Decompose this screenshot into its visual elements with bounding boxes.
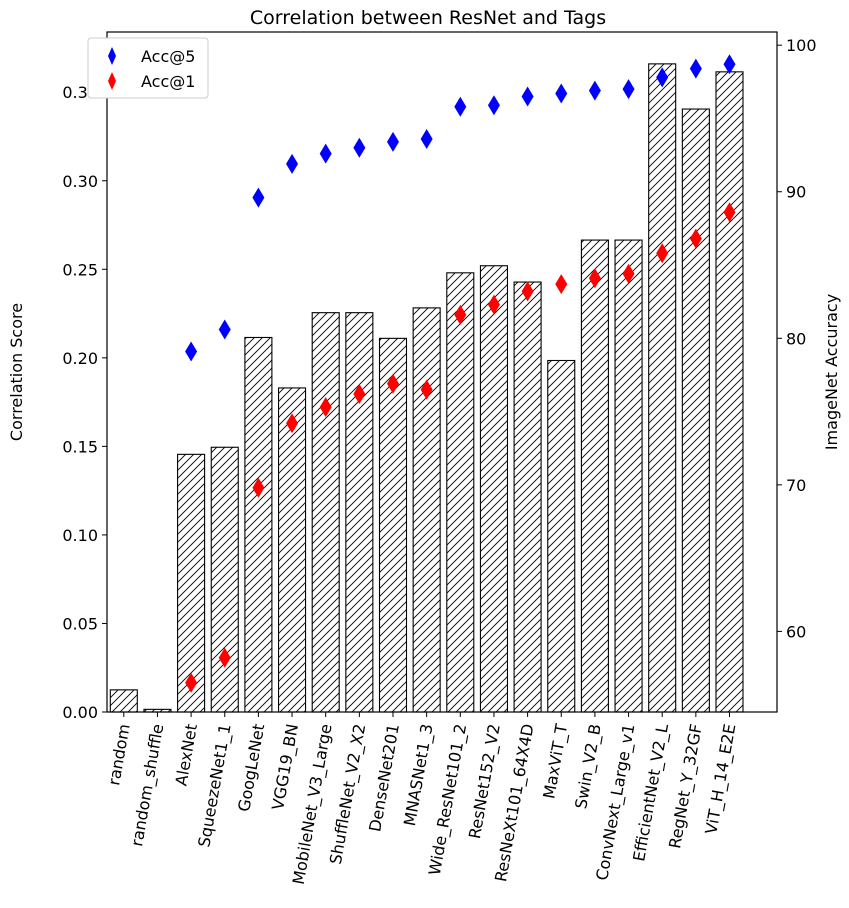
- y2-tick-label: 80: [786, 329, 806, 348]
- chart-title: Correlation between ResNet and Tags: [250, 7, 606, 29]
- marker-acc1-vit-h-14-e2e: [723, 202, 736, 223]
- marker-acc1-shufflenet-v2-x2: [353, 383, 366, 404]
- marker-acc5-alexnet: [185, 341, 198, 362]
- x-tick-label: AlexNet: [171, 722, 201, 787]
- bar-shufflenet-v2-x2: [345, 312, 374, 713]
- legend-marker-acc1: [108, 72, 116, 90]
- marker-acc1-convnext-large-v1: [622, 263, 635, 284]
- y2-tick-label: 100: [786, 36, 817, 55]
- marker-acc5-wide-resnet101-2: [454, 96, 467, 117]
- marker-acc1-swin-v2-b: [588, 268, 601, 289]
- y2-axis-label: ImageNet Accuracy: [822, 294, 841, 450]
- legend-label-acc5: Acc@5: [141, 47, 195, 66]
- bar-series: [109, 63, 744, 713]
- marker-acc1-regnet-y-32gf: [689, 228, 702, 249]
- marker-acc5-googlenet: [252, 187, 265, 208]
- y-axis-label: Correlation Score: [7, 303, 26, 441]
- marker-acc1-densenet201: [387, 373, 399, 394]
- x-tick-label: MNASNet1_3: [400, 722, 438, 827]
- bar-maxvit-t: [547, 359, 576, 713]
- marker-acc5-swin-v2-b: [588, 80, 601, 101]
- y-tick-label: 0.00: [62, 703, 98, 722]
- accuracy-markers: [185, 54, 736, 693]
- marker-acc1-mobilenet-v3-large: [319, 397, 332, 418]
- marker-acc5-resnet152-v2: [487, 95, 500, 116]
- marker-acc5-vit-h-14-e2e: [723, 54, 736, 75]
- marker-acc5-mnasnet1-3: [420, 128, 433, 149]
- bar-convnext-large-v1: [614, 239, 643, 713]
- marker-acc5-mobilenet-v3-large: [319, 143, 332, 164]
- bar-wide-resnet101-2: [446, 272, 475, 713]
- y-tick-label: 0.05: [62, 614, 98, 633]
- marker-acc1-resnet152-v2: [487, 294, 500, 315]
- marker-acc1-efficientnet-v2-l: [656, 243, 669, 264]
- x-tick-label: Swin_V2_B: [571, 722, 606, 810]
- x-tick-label: SqueezeNet1_1: [194, 722, 235, 848]
- marker-acc5-squeezenet1-1: [218, 319, 231, 340]
- marker-acc5-resnext101-64x4d: [521, 86, 534, 107]
- marker-acc5-convnext-large-v1: [622, 79, 635, 100]
- y2-tick-label: 90: [786, 183, 806, 202]
- bar-mnasnet1-3: [412, 307, 441, 713]
- x-tick-label: random_shuffle: [127, 722, 168, 848]
- bar-random: [109, 689, 138, 713]
- bar-swin-v2-b: [580, 239, 609, 713]
- bar-regnet-y-32gf: [681, 108, 710, 713]
- x-tick-label: MaxViT_T: [539, 722, 572, 800]
- y-tick-label: 0.20: [62, 349, 98, 368]
- marker-acc1-alexnet: [185, 672, 198, 693]
- y2-tick-label: 70: [786, 476, 806, 495]
- marker-acc1-googlenet: [252, 477, 265, 498]
- plot-frame: [106, 31, 778, 713]
- marker-acc5-shufflenet-v2-x2: [353, 137, 366, 158]
- y-tick-label: 0.30: [62, 172, 98, 191]
- y-tick-label: 0.15: [62, 437, 98, 456]
- marker-acc5-efficientnet-v2-l: [656, 67, 669, 88]
- marker-acc1-maxvit-t: [555, 274, 568, 295]
- x-tick-label: VGG19_BN: [268, 722, 303, 811]
- marker-acc1-squeezenet1-1: [218, 647, 231, 668]
- marker-acc1-vgg19-bn: [286, 413, 299, 434]
- marker-acc5-densenet201: [387, 131, 399, 152]
- x-tick-label: GoogLeNet: [234, 722, 268, 813]
- x-tick-label: ResNet152_V2: [465, 722, 505, 840]
- bar-squeezenet1-1: [210, 446, 239, 713]
- legend-box: [87, 37, 209, 99]
- bar-vit-h-14-e2e: [715, 71, 744, 713]
- marker-acc1-resnext101-64x4d: [521, 281, 534, 302]
- marker-acc5-regnet-y-32gf: [689, 58, 702, 79]
- marker-acc5-maxvit-t: [555, 83, 568, 104]
- marker-acc1-wide-resnet101-2: [454, 304, 467, 325]
- x-tick-label: RegNet_Y_32GF: [665, 722, 707, 850]
- bar-googlenet: [244, 336, 273, 713]
- bar-efficientnet-v2-l: [648, 63, 677, 713]
- legend-label-acc1: Acc@1: [141, 72, 195, 91]
- x-tick-label: ViT_H_14_E2E: [701, 722, 740, 835]
- legend-marker-acc5: [108, 47, 116, 65]
- bar-mobilenet-v3-large: [311, 312, 340, 713]
- y-tick-label: 0.25: [62, 260, 98, 279]
- bar-alexnet: [177, 453, 206, 713]
- y2-tick-label: 60: [786, 622, 806, 641]
- x-tick-label: DenseNet201: [365, 722, 403, 833]
- bar-densenet201: [378, 337, 408, 713]
- marker-acc1-mnasnet1-3: [420, 379, 433, 400]
- x-tick-label: ShuffleNet_V2_X2: [326, 722, 370, 865]
- legend: Acc@5 Acc@1: [87, 37, 209, 99]
- bar-vgg19-bn: [277, 387, 307, 713]
- marker-acc5-vgg19-bn: [286, 153, 299, 174]
- y-axis-left: 0.000.050.100.150.200.250.300.35: [62, 83, 107, 722]
- y-tick-label: 0.10: [62, 526, 98, 545]
- bar-resnext101-64x4d: [513, 281, 542, 713]
- y-axis-right: 60 70 80 90 100: [777, 36, 817, 641]
- x-tick-label: random: [104, 722, 133, 786]
- bar-resnet152-v2: [479, 265, 509, 713]
